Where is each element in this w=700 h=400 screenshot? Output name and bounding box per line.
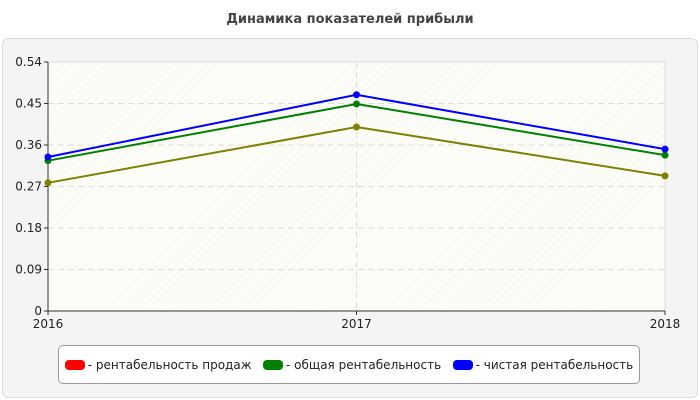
data-point-2 [661, 145, 669, 153]
legend-item[interactable]: - рентабельность продаж [64, 357, 252, 372]
legend-label: - общая рентабельность [286, 357, 442, 372]
x-tick-label: 2018 [650, 317, 681, 331]
chart-title: Динамика показателей прибыли [226, 12, 474, 27]
y-tick-label: 0.45 [15, 97, 42, 111]
data-point-1 [661, 151, 669, 159]
y-tick-label: 0.09 [15, 263, 42, 277]
legend-swatch [452, 359, 473, 370]
data-point-2 [44, 153, 52, 161]
legend-item[interactable]: - общая рентабельность [263, 358, 441, 372]
x-tick-label: 2016 [33, 317, 64, 331]
legend-label: - чистая рентабельность [475, 357, 634, 372]
y-tick-label: 0.27 [15, 180, 42, 194]
legend-label: - рентабельность продаж [87, 357, 252, 372]
data-point-1 [353, 100, 360, 108]
data-point-0 [661, 172, 669, 180]
data-point-0 [44, 179, 52, 187]
legend-swatch [64, 359, 85, 370]
data-point-2 [353, 91, 360, 99]
y-tick-label: 0 [34, 304, 42, 318]
legend-item[interactable]: - чистая рентабельность [452, 357, 634, 372]
y-tick-label: 0.36 [15, 138, 42, 152]
legend: - рентабельность продаж - общая рентабель… [58, 345, 640, 384]
legend-swatch [263, 359, 284, 370]
data-point-0 [353, 123, 360, 131]
y-tick-label: 0.18 [15, 221, 42, 235]
x-tick-label: 2017 [341, 317, 372, 331]
y-tick-label: 0.54 [15, 55, 42, 69]
